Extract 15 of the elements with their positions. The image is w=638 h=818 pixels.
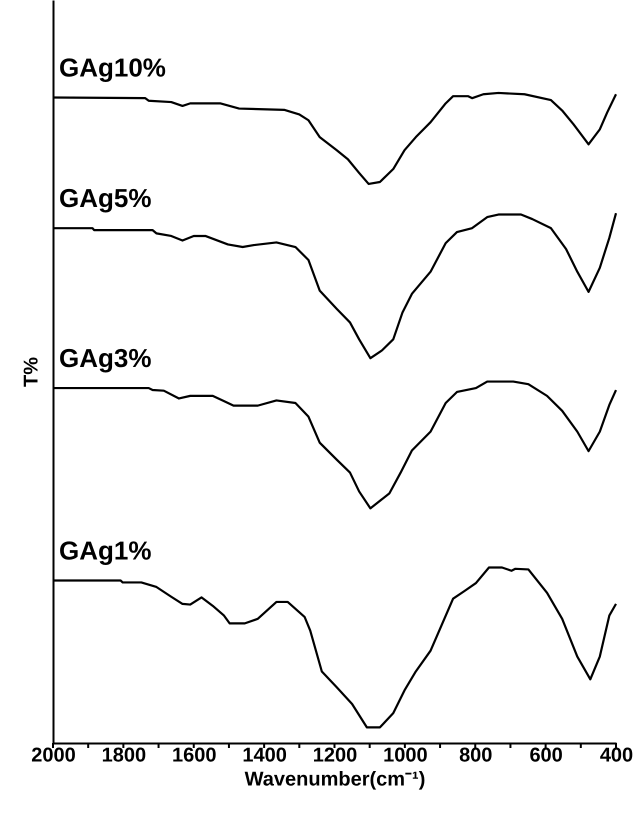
x-tick-label: 1000 bbox=[383, 744, 428, 766]
x-tick-label: 1200 bbox=[312, 744, 358, 766]
series-label: GAg10% bbox=[59, 52, 166, 83]
series-label: GAg1% bbox=[59, 535, 152, 566]
x-tick-label: 400 bbox=[600, 744, 634, 766]
x-axis-title: Wavenumber(cm⁻¹) bbox=[244, 768, 426, 790]
x-tick-label: 1800 bbox=[102, 744, 146, 766]
x-tick-label: 1600 bbox=[172, 744, 216, 766]
x-tick-label: 2000 bbox=[31, 744, 76, 766]
series-label: GAg5% bbox=[59, 183, 152, 214]
y-axis-title: T% bbox=[20, 356, 42, 387]
x-tick-label: 800 bbox=[459, 744, 492, 766]
x-tick-label: 1400 bbox=[242, 744, 287, 766]
x-tick-label: 600 bbox=[529, 744, 563, 766]
series-label: GAg3% bbox=[59, 343, 152, 374]
